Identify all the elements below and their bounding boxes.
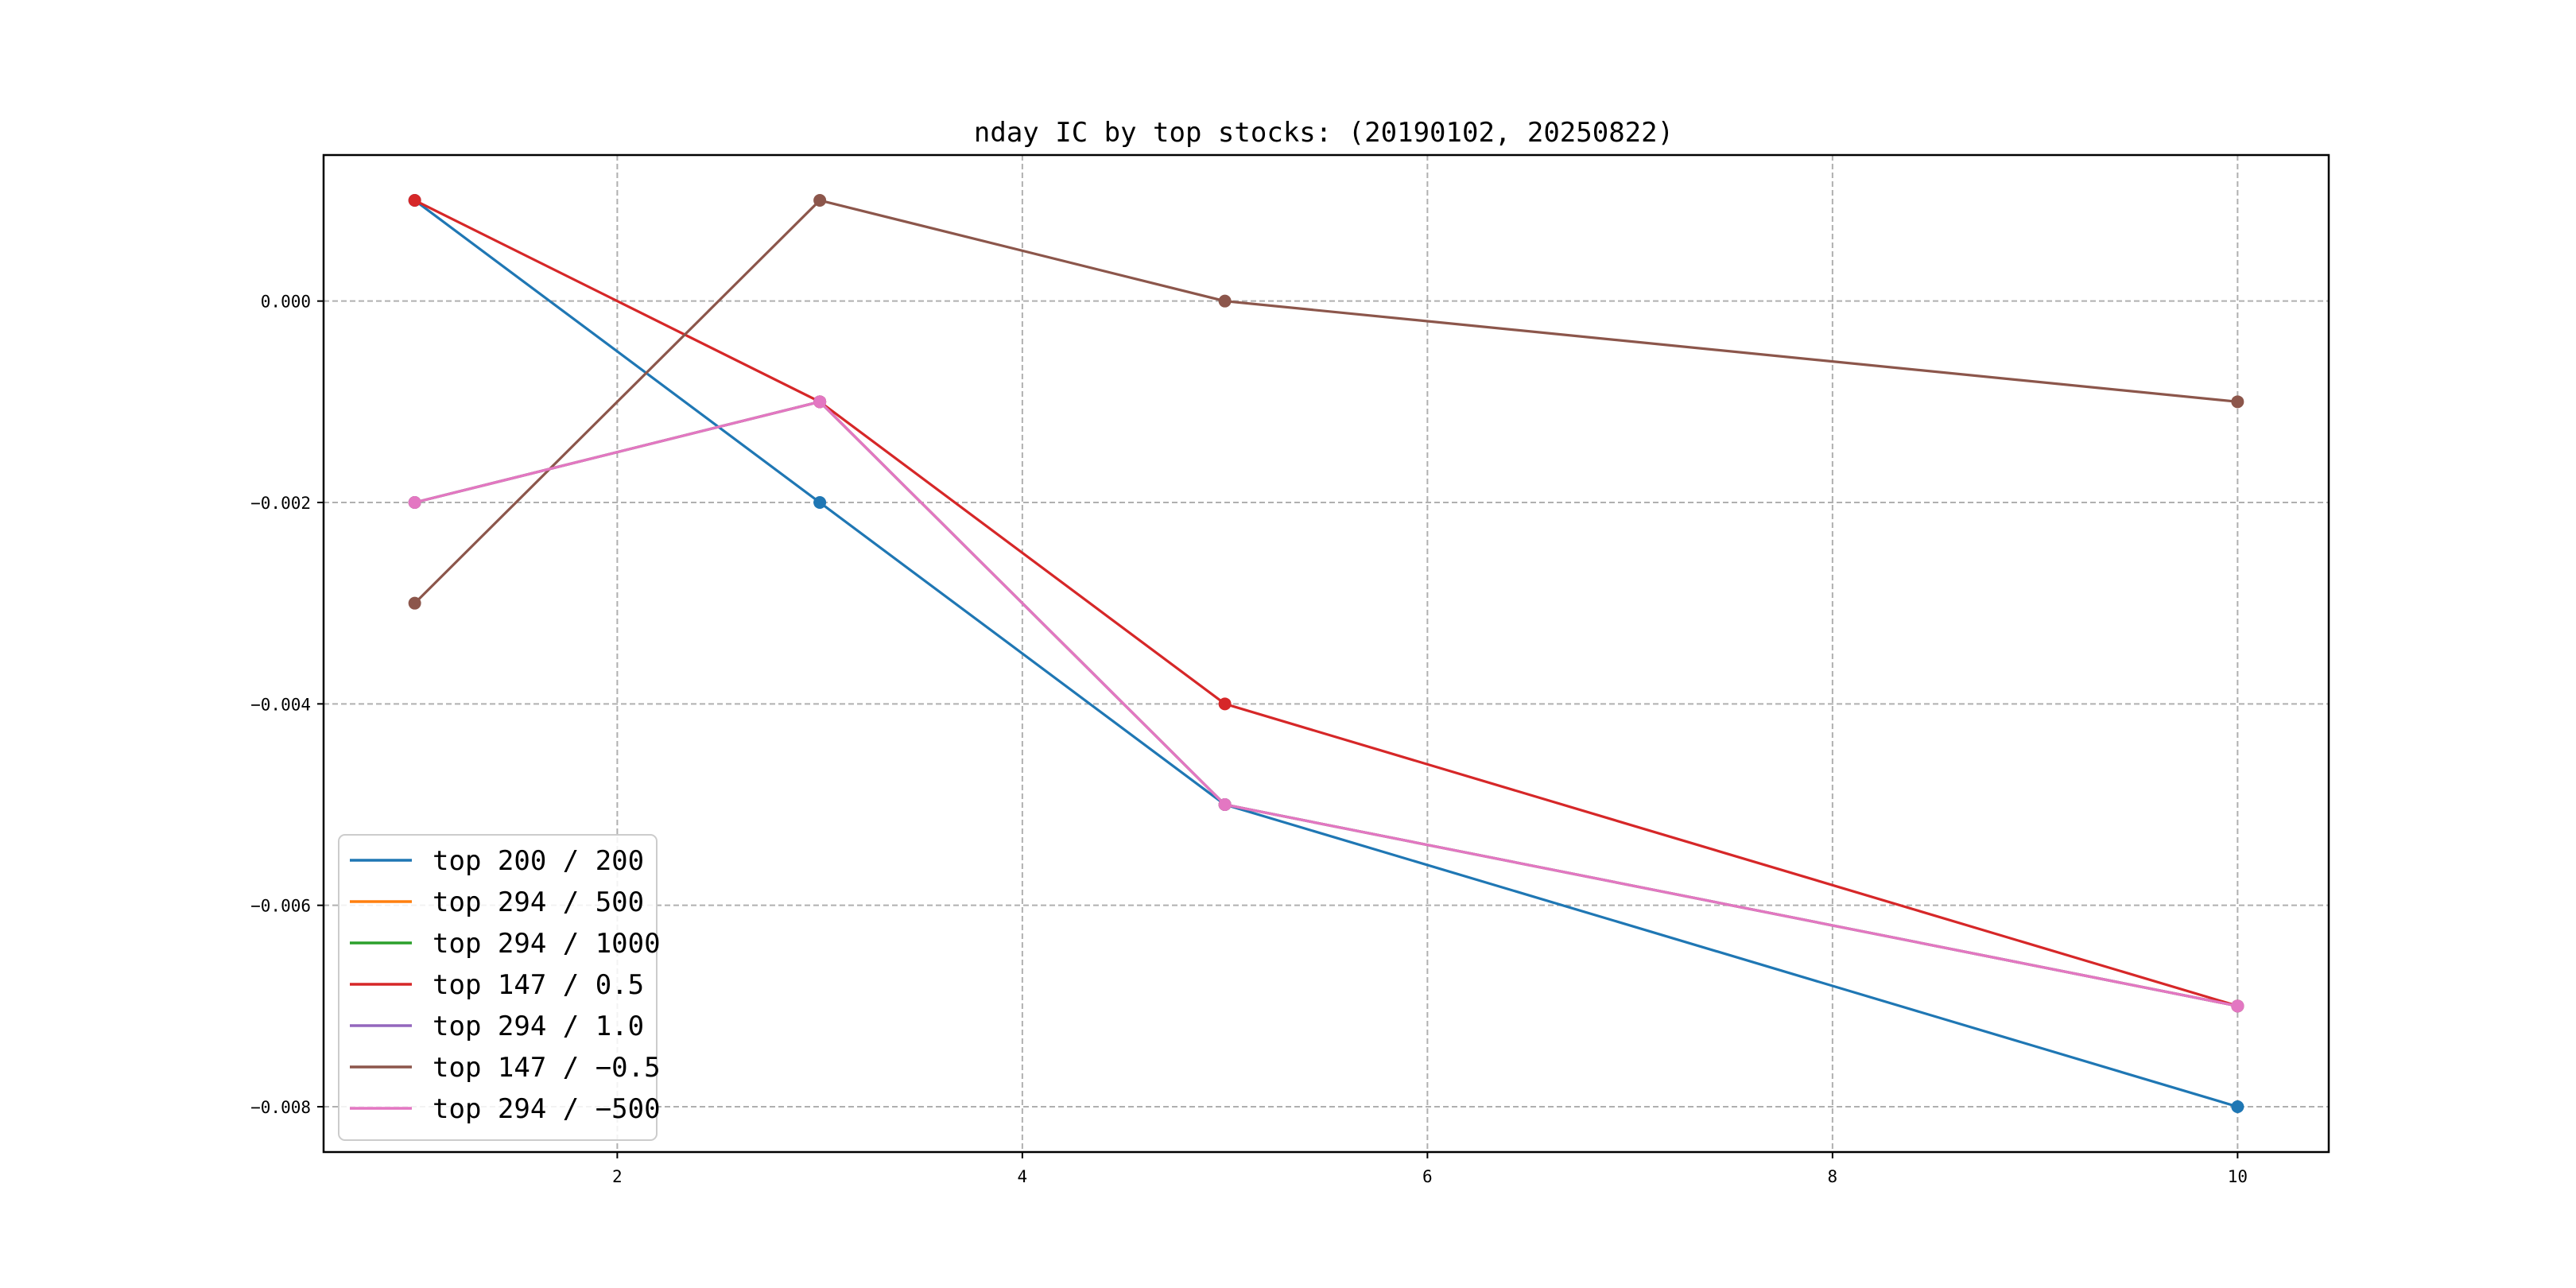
legend-label: top 294 / −500 xyxy=(433,1093,661,1125)
legend-label: top 294 / 1.0 xyxy=(433,1011,644,1042)
y-axis: 0.000 −0.002 −0.004 −0.006 −0.008 xyxy=(250,293,324,1117)
data-point xyxy=(813,496,827,509)
y-tick-label: −0.004 xyxy=(250,695,311,714)
x-tick-label: 8 xyxy=(1828,1167,1838,1186)
data-point xyxy=(408,596,421,610)
data-point xyxy=(1218,798,1232,811)
y-tick-label: −0.002 xyxy=(250,494,311,513)
series-line xyxy=(413,199,2238,1007)
series-6 xyxy=(408,194,2244,610)
data-point xyxy=(1218,697,1232,711)
legend: top 200 / 200 top 294 / 500 top 294 / 1000… xyxy=(338,834,661,1141)
data-point xyxy=(2231,1100,2244,1113)
legend-box xyxy=(338,834,658,1141)
data-point xyxy=(2231,999,2244,1013)
y-tick-label: −0.006 xyxy=(250,897,311,916)
x-tick-label: 10 xyxy=(2228,1167,2248,1186)
y-tick-label: −0.008 xyxy=(250,1098,311,1117)
plot-frame xyxy=(322,153,2330,1154)
legend-label: top 147 / −0.5 xyxy=(433,1052,661,1084)
y-tick-label: 0.000 xyxy=(261,293,311,312)
data-point xyxy=(408,496,421,509)
series-layer xyxy=(408,194,2244,1113)
data-point xyxy=(1218,294,1232,308)
x-tick-label: 4 xyxy=(1018,1167,1028,1186)
legend-item: top 294 / 1000 xyxy=(350,928,661,960)
legend-label: top 200 / 200 xyxy=(433,845,644,877)
data-point xyxy=(813,395,827,409)
x-tick-label: 2 xyxy=(612,1167,623,1186)
data-point xyxy=(2231,395,2244,409)
x-axis: 2 4 6 8 10 xyxy=(612,1152,2248,1186)
data-point xyxy=(813,194,827,207)
series-7 xyxy=(408,395,2244,1013)
legend-item: top 294 / −500 xyxy=(350,1093,661,1125)
legend-label: top 294 / 1000 xyxy=(433,928,661,960)
series-line xyxy=(413,199,2238,1108)
legend-label: top 294 / 500 xyxy=(433,886,644,918)
legend-label: top 147 / 0.5 xyxy=(433,969,644,1001)
data-point xyxy=(408,194,421,207)
legend-item: top 294 / 1.0 xyxy=(350,1011,644,1042)
series-line xyxy=(414,400,2238,1007)
legend-item: top 200 / 200 xyxy=(350,845,644,877)
x-tick-label: 6 xyxy=(1422,1167,1433,1186)
legend-item: top 147 / 0.5 xyxy=(350,969,644,1001)
chart-title: nday IC by top stocks: (20190102, 202508… xyxy=(974,117,1674,149)
series-line xyxy=(413,199,2238,604)
legend-item: top 294 / 500 xyxy=(350,886,644,918)
legend-item: top 147 / −0.5 xyxy=(350,1052,661,1084)
